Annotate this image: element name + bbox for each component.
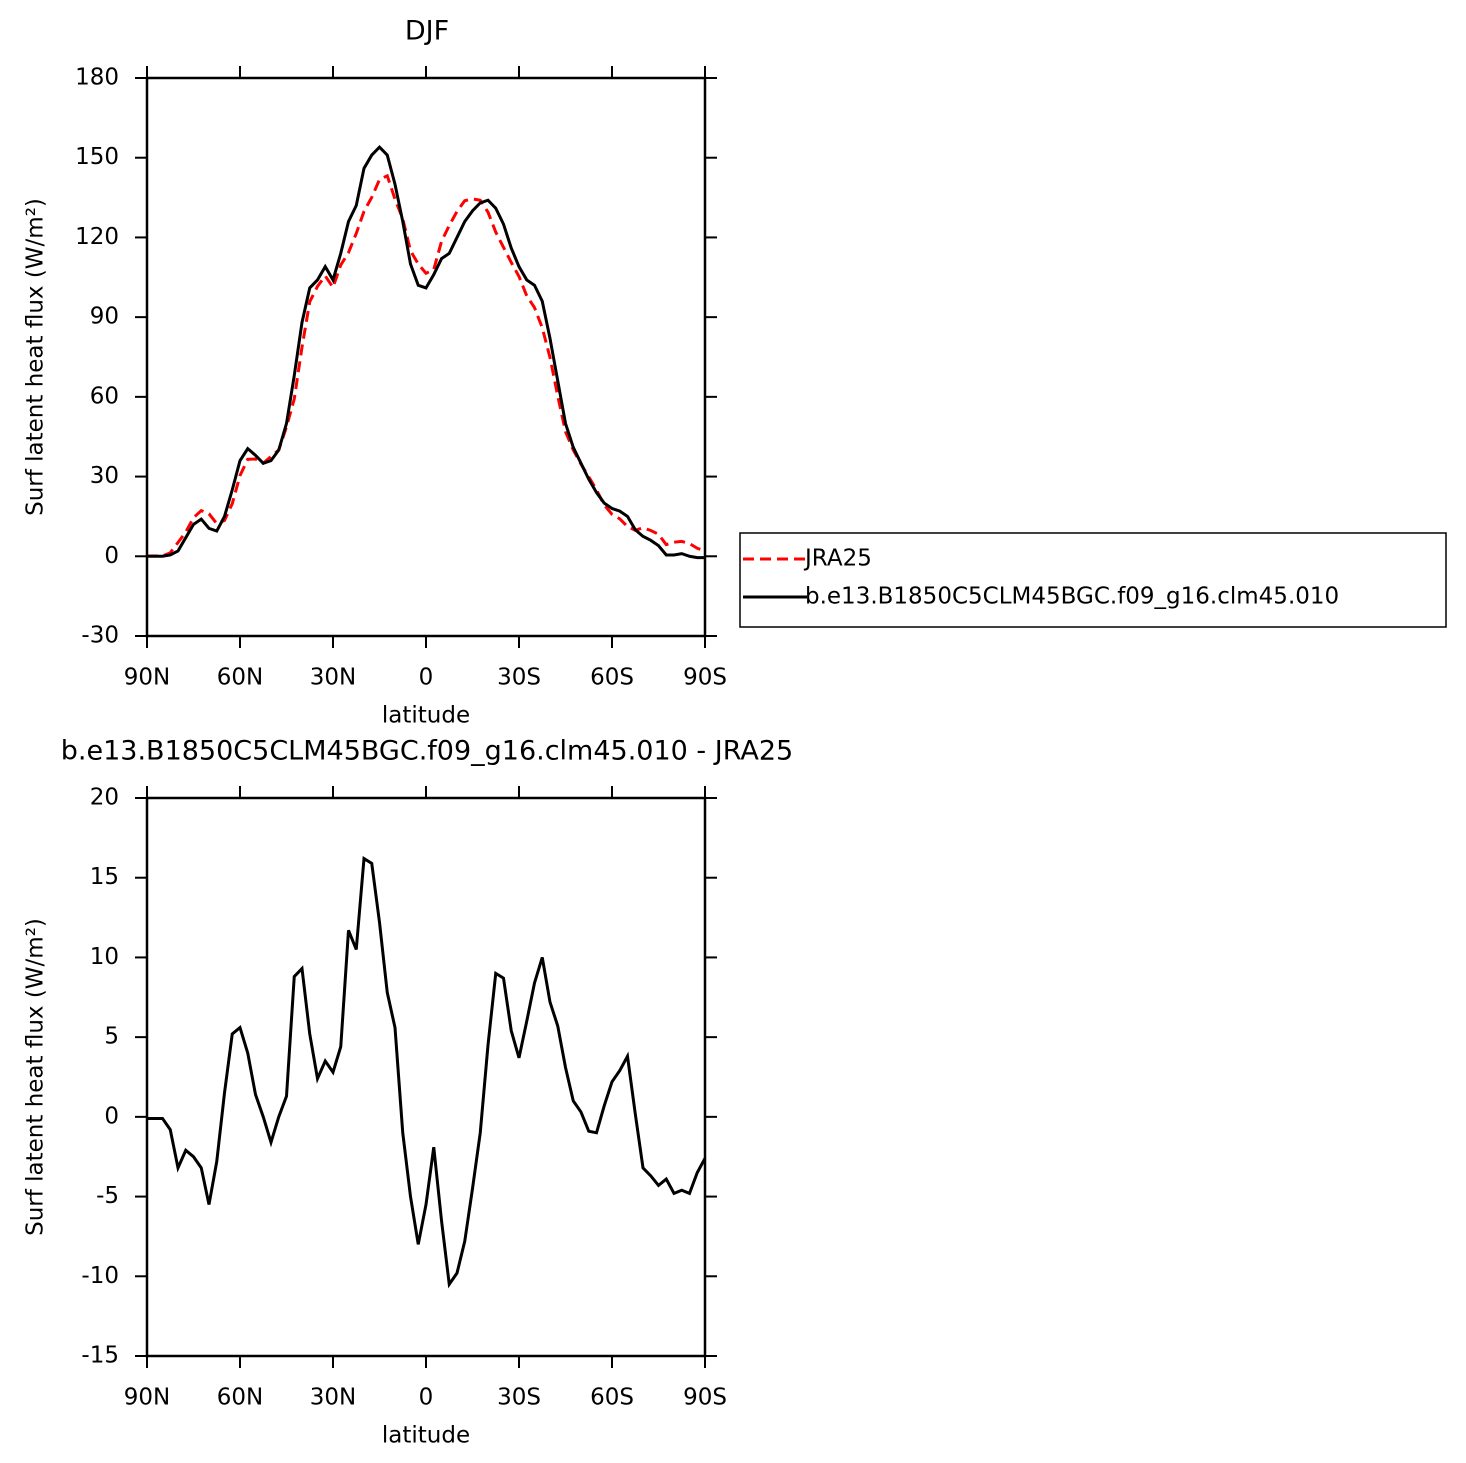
y-tick-label: 0: [104, 1103, 119, 1129]
data-line: [147, 856, 707, 1289]
chart-title: b.e13.B1850C5CLM45BGC.f09_g16.clm45.010 …: [61, 736, 793, 767]
x-tick-label: 60N: [217, 1385, 263, 1411]
y-tick-label: 120: [75, 224, 119, 250]
y-tick-label: 30: [90, 463, 119, 489]
x-tick-label: 0: [419, 1385, 434, 1411]
x-tick-label: 90S: [683, 665, 727, 691]
chart-title: DJF: [405, 16, 449, 47]
y-tick-label: 150: [75, 144, 119, 170]
y-axis-label: Surf latent heat flux (W/m²): [23, 918, 49, 1236]
y-tick-label: 10: [90, 944, 119, 970]
y-tick-label: 5: [104, 1024, 119, 1050]
y-tick-label: -5: [96, 1183, 119, 1209]
x-tick-label: 0: [419, 665, 434, 691]
x-tick-label: 30S: [497, 665, 541, 691]
x-axis-label: latitude: [382, 703, 470, 729]
x-tick-label: 60S: [590, 665, 634, 691]
legend: JRA25 b.e13.B1850C5CLM45BGC.f09_g16.clm45…: [739, 532, 1447, 628]
y-axis-label: Surf latent heat flux (W/m²): [23, 198, 49, 516]
x-tick-label: 30S: [497, 1385, 541, 1411]
y-tick-label: 180: [75, 65, 119, 91]
plot-frame: [145, 796, 707, 1358]
y-tick-label: -30: [81, 623, 119, 649]
y-tick-label: 90: [90, 304, 119, 330]
y-tick-label: 20: [90, 785, 119, 811]
x-tick-label: 30N: [310, 1385, 356, 1411]
x-tick-label: 60N: [217, 665, 263, 691]
x-axis-label: latitude: [382, 1423, 470, 1449]
y-tick-label: -15: [81, 1343, 119, 1369]
x-tick-label: 60S: [590, 1385, 634, 1411]
y-tick-label: 15: [90, 864, 119, 890]
legend-label: JRA25: [803, 546, 872, 572]
data-line: [147, 144, 705, 560]
data-line: [147, 173, 706, 558]
plot-frame: [145, 76, 707, 638]
y-tick-label: 0: [104, 543, 119, 569]
x-tick-label: 30N: [310, 665, 356, 691]
y-tick-label: -10: [81, 1263, 119, 1289]
x-tick-label: 90N: [124, 1385, 170, 1411]
y-tick-label: 60: [90, 383, 119, 409]
legend-box: [739, 532, 1447, 628]
x-tick-label: 90S: [683, 1385, 727, 1411]
x-tick-label: 90N: [124, 665, 170, 691]
legend-label: b.e13.B1850C5CLM45BGC.f09_g16.clm45.010: [805, 584, 1339, 610]
